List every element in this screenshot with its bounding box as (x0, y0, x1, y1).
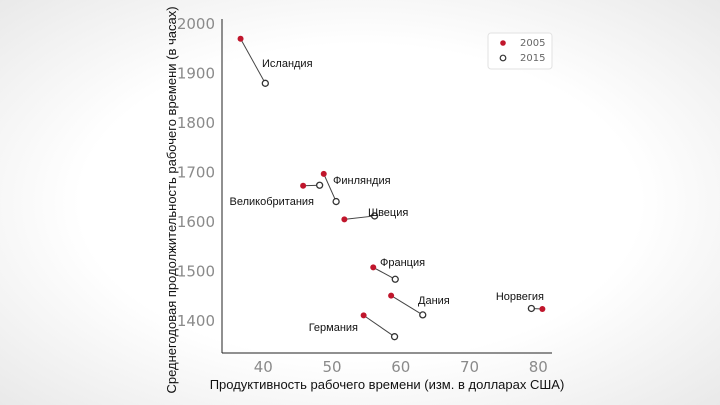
x-tick-label: 40 (254, 358, 273, 376)
data-markers (237, 35, 546, 341)
point-2005 (388, 292, 395, 299)
point-2015 (315, 181, 324, 189)
point-2015 (332, 197, 340, 206)
connector-line (344, 215, 375, 220)
point-2015 (370, 212, 379, 220)
country-label: Дания (418, 295, 450, 307)
x-tick-label: 60 (391, 358, 410, 376)
x-tick-label: 70 (460, 358, 479, 376)
y-tick-label: 1900 (177, 64, 215, 82)
y-tick-label: 1400 (177, 312, 215, 330)
legend-label-2005: 2005 (520, 38, 545, 49)
y-tick-label: 1600 (177, 213, 215, 231)
y-tick-label: 1500 (177, 262, 215, 280)
point-2015 (419, 311, 427, 319)
point-2005 (539, 305, 546, 312)
point-2015 (261, 79, 269, 87)
country-label: Германия (309, 322, 358, 334)
point-2015 (527, 304, 536, 313)
x-tick-labels: 40 50 60 70 80 (254, 358, 548, 376)
country-label: Швеция (368, 207, 408, 219)
connector-line (363, 314, 395, 338)
point-2005 (360, 312, 367, 319)
y-tick-label: 1700 (177, 163, 215, 181)
point-2015 (390, 333, 399, 341)
point-2015 (391, 275, 399, 283)
country-labels: Исландия Финляндия Великобритания Швеция Фра… (230, 58, 545, 334)
point-2005 (237, 35, 244, 42)
x-axis-title: Продуктивность рабочего времени (изм. в … (210, 377, 565, 392)
x-tick-label: 80 (529, 358, 548, 376)
legend-marker-2005 (500, 40, 506, 46)
legend-label-2015: 2015 (520, 53, 545, 64)
point-2005 (341, 216, 348, 223)
connector-line (373, 266, 396, 280)
country-label: Исландия (262, 58, 313, 70)
country-label: Финляндия (333, 175, 391, 187)
y-axis-title: Среднегодовая продолжительность рабочего… (164, 6, 179, 393)
point-2005 (370, 264, 377, 271)
legend: 2005 2015 (487, 32, 553, 70)
connector-line (240, 38, 266, 84)
y-tick-label: 2000 (177, 15, 215, 33)
country-label: Норвегия (496, 291, 544, 303)
x-tick-label: 50 (322, 358, 341, 376)
legend-marker-2015 (499, 54, 507, 62)
y-tick-label: 1800 (177, 114, 215, 132)
connector-line (390, 295, 424, 316)
country-label: Великобритания (230, 196, 315, 208)
connector-lines (240, 38, 543, 338)
connector-line (323, 173, 337, 202)
point-2005 (300, 182, 307, 189)
point-2005 (320, 170, 327, 177)
y-tick-labels: 1400 1500 1600 1700 1800 1900 2000 (177, 15, 215, 330)
country-label: Франция (380, 257, 425, 269)
